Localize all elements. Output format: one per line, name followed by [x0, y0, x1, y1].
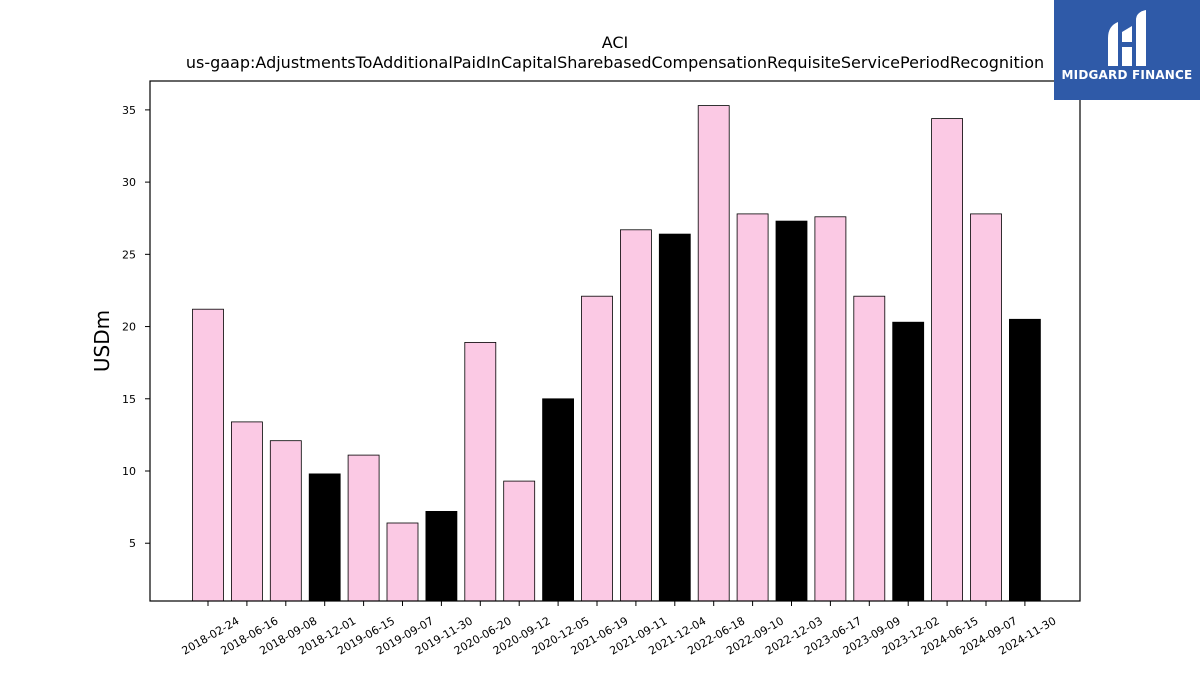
- bar-2019-06-15: [347, 454, 380, 602]
- bar-2018-02-24: [192, 308, 224, 602]
- y-tick-label: 30: [122, 176, 136, 189]
- x-axis-ticks: 2018-02-242018-06-162018-09-082018-12-01…: [180, 601, 1058, 658]
- bar-2023-12-02: [892, 321, 925, 602]
- bar-2020-09-12: [503, 480, 536, 602]
- y-tick-label: 5: [129, 537, 136, 550]
- bar-2019-11-30: [425, 510, 458, 602]
- bar-2023-06-17: [814, 216, 847, 602]
- y-axis-label: USDm: [90, 310, 114, 372]
- y-tick-label: 10: [122, 465, 136, 478]
- logo-text: MIDGARD FINANCE: [1061, 68, 1193, 82]
- chart-title: ACI: [602, 33, 629, 52]
- bar-2021-12-04: [658, 233, 691, 602]
- y-axis-ticks: 5 10 15 20 25 30 35: [122, 104, 150, 550]
- bar-2022-09-10: [736, 213, 769, 602]
- y-tick-label: 35: [122, 104, 136, 117]
- bar-2024-11-30: [1009, 318, 1041, 602]
- plot-frame: [149, 80, 1081, 602]
- bar-2018-06-16: [230, 421, 263, 602]
- logo-mark-icon: [1108, 10, 1146, 66]
- bar-2023-09-09: [853, 295, 886, 602]
- bar-2024-09-07: [970, 213, 1002, 602]
- bar-2024-06-15: [931, 118, 963, 602]
- bar-2022-12-03: [775, 220, 808, 602]
- y-tick-label: 25: [122, 248, 136, 261]
- bar-2018-12-01: [308, 473, 341, 602]
- bar-2019-09-07: [386, 522, 419, 602]
- bar-2020-12-05: [542, 398, 574, 602]
- bar-2022-06-18: [697, 105, 730, 602]
- bar-2021-06-19: [581, 295, 613, 602]
- chart-subtitle: us-gaap:AdjustmentsToAdditionalPaidInCap…: [186, 53, 1044, 72]
- bars-group: [192, 105, 1041, 602]
- bar-2021-09-11: [620, 229, 652, 602]
- midgard-finance-logo: MIDGARD FINANCE: [1054, 0, 1200, 100]
- bar-2020-06-20: [464, 341, 497, 602]
- bar-2018-09-08: [269, 440, 302, 602]
- y-tick-label: 15: [122, 393, 136, 406]
- y-tick-label: 20: [122, 321, 136, 334]
